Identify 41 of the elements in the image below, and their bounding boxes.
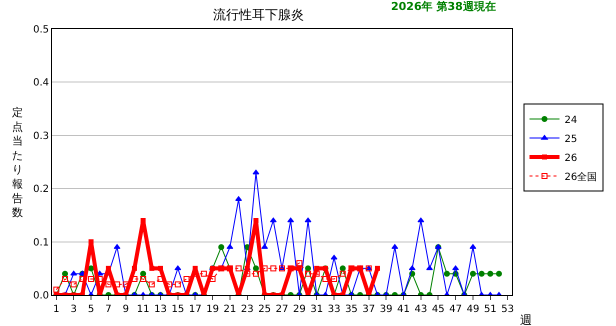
- x-tick-label: 9: [122, 304, 129, 315]
- x-tick-label: 29: [292, 304, 306, 315]
- y-tick-label: 0.3: [33, 130, 49, 142]
- x-tick-label: 21: [224, 304, 236, 315]
- y-tick-label: 0.1: [33, 237, 49, 248]
- x-axis-title: 週: [520, 313, 532, 326]
- x-tick-label: 49: [466, 304, 480, 315]
- x-tick-label: 17: [188, 304, 202, 315]
- x-tick-label: 43: [414, 304, 428, 315]
- legend-label: 26全国: [564, 170, 598, 183]
- x-tick-label: 37: [362, 304, 376, 315]
- x-tick-label: 5: [88, 304, 94, 315]
- x-tick-label: 19: [206, 304, 219, 315]
- x-tick-label: 41: [397, 304, 410, 315]
- x-tick-label: 23: [240, 304, 254, 315]
- x-tick-label: 15: [171, 304, 184, 315]
- legend-label: 25: [564, 134, 578, 145]
- x-tick-label: 11: [136, 304, 150, 315]
- x-tick-label: 35: [345, 304, 358, 315]
- y-tick-label: 0.4: [33, 78, 49, 89]
- chart-title: 流行性耳下腺炎: [213, 7, 304, 24]
- x-tick-label: 33: [328, 304, 340, 315]
- x-tick-label: 7: [105, 304, 112, 315]
- y-tick-label: 0.5: [33, 24, 49, 36]
- y-tick-label: 0.2: [33, 184, 49, 196]
- y-axis-title: 定点当たり報告数: [12, 106, 23, 220]
- x-tick-label: 45: [432, 304, 445, 315]
- x-tick-label: 31: [310, 304, 324, 315]
- legend-label: 24: [564, 114, 578, 126]
- x-tick-label: 27: [276, 304, 288, 315]
- x-tick-label: 1: [53, 304, 60, 315]
- x-tick-label: 25: [258, 304, 272, 315]
- x-tick-label: 13: [154, 304, 167, 315]
- x-tick-label: 53: [501, 304, 514, 315]
- chart-subtitle: 2026年 第38週現在: [391, 0, 496, 13]
- x-tick-label: 47: [449, 304, 462, 315]
- x-tick-label: 3: [70, 304, 77, 315]
- legend-label: 26: [564, 152, 578, 164]
- y-tick-label: 0.0: [33, 290, 49, 302]
- x-tick-label: 51: [484, 304, 497, 315]
- x-tick-label: 39: [380, 304, 393, 315]
